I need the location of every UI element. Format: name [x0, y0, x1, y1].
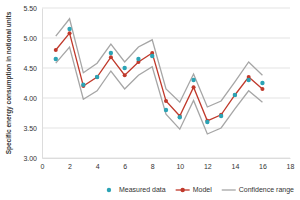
x-tick: 4: [96, 158, 100, 170]
y-axis-title: Specific energy consumption in notional …: [5, 11, 13, 154]
marker: [95, 75, 99, 79]
marker: [164, 108, 168, 112]
legend-label: Measured data: [119, 186, 166, 193]
x-tick: 18: [287, 158, 295, 170]
marker: [233, 93, 237, 97]
marker: [150, 54, 154, 58]
marker: [122, 66, 126, 70]
grid-line: [42, 158, 290, 159]
x-tick: 2: [68, 158, 72, 170]
x-tick-label: 10: [176, 163, 184, 170]
grid-line: [42, 38, 290, 39]
y-tick: 5.00: [23, 35, 42, 42]
grid: [42, 8, 290, 158]
legend: Measured data Model Confidence range: [107, 186, 294, 194]
x-tick-label: 0: [41, 163, 45, 170]
x-tick-label: 2: [68, 163, 72, 170]
legend-swatch: [107, 188, 111, 192]
legend-item: Confidence range: [222, 186, 294, 194]
marks: [54, 19, 265, 134]
marker: [109, 51, 113, 55]
y-tick: 4.50: [23, 65, 42, 72]
marker: [191, 78, 195, 82]
grid-line: [42, 98, 290, 99]
x-tick: 10: [176, 158, 184, 170]
marker: [68, 31, 72, 35]
x-tick: 12: [204, 158, 212, 170]
y-tick-label: 4.00: [23, 95, 37, 102]
legend-label: Model: [193, 186, 213, 193]
marker: [67, 27, 71, 31]
marker: [260, 87, 264, 91]
chart: 3.00 3.50 4.00 4.50 5.00 5.50 0 2 4 6 8 10 12 14 16 18 S…: [0, 0, 300, 200]
y-tick-label: 4.50: [23, 65, 37, 72]
marker: [136, 57, 140, 61]
y-tick: 3.00: [23, 155, 42, 162]
marker: [164, 99, 168, 103]
y-tick: 4.00: [23, 95, 42, 102]
x-tick-label: 6: [123, 163, 127, 170]
y-tick-label: 3.00: [23, 155, 37, 162]
legend-swatch: [222, 189, 236, 190]
marker: [178, 115, 182, 119]
series-line: [56, 33, 263, 121]
x-tick-label: 12: [204, 163, 212, 170]
legend-swatch: [180, 188, 184, 192]
x-tick: 0: [41, 158, 45, 170]
marker: [81, 83, 85, 87]
x-tick-label: 4: [96, 163, 100, 170]
x-tick-label: 8: [151, 163, 155, 170]
y-tick-label: 3.50: [23, 125, 37, 132]
marker: [109, 55, 113, 59]
y-tick-label: 5.00: [23, 35, 37, 42]
marker: [233, 93, 237, 97]
y-axis: 3.00 3.50 4.00 4.50 5.00 5.50: [23, 5, 42, 162]
marker: [205, 120, 209, 124]
x-tick: 8: [151, 158, 155, 170]
x-tick: 16: [259, 158, 267, 170]
plot: 3.00 3.50 4.00 4.50 5.00 5.50 0 2 4 6 8 10 12 14 16 18: [23, 5, 294, 170]
x-axis: 0 2 4 6 8 10 12 14 16 18: [41, 158, 295, 170]
confidence-lower: [56, 47, 263, 134]
x-tick-label: 18: [287, 163, 295, 170]
marker: [246, 78, 250, 82]
x-tick-label: 16: [259, 163, 267, 170]
y-tick-label: 5.50: [23, 5, 37, 12]
marker: [219, 114, 223, 118]
y-axis-line: [42, 9, 43, 159]
x-tick-label: 14: [231, 163, 239, 170]
legend-item: Measured data: [107, 186, 166, 193]
confidence-upper: [56, 19, 263, 107]
x-axis-line: [43, 158, 291, 159]
marker: [123, 73, 127, 77]
x-tick: 14: [231, 158, 239, 170]
y-tick: 5.50: [23, 5, 42, 12]
grid-line: [42, 128, 290, 129]
x-tick: 6: [123, 158, 127, 170]
legend-label: Confidence range: [239, 186, 294, 194]
marker: [95, 75, 99, 79]
y-tick: 3.50: [23, 125, 42, 132]
marker: [260, 81, 264, 85]
marker: [54, 48, 58, 52]
legend-item: Model: [176, 186, 213, 193]
grid-line: [42, 8, 290, 9]
marker: [54, 57, 58, 61]
marker: [192, 85, 196, 89]
